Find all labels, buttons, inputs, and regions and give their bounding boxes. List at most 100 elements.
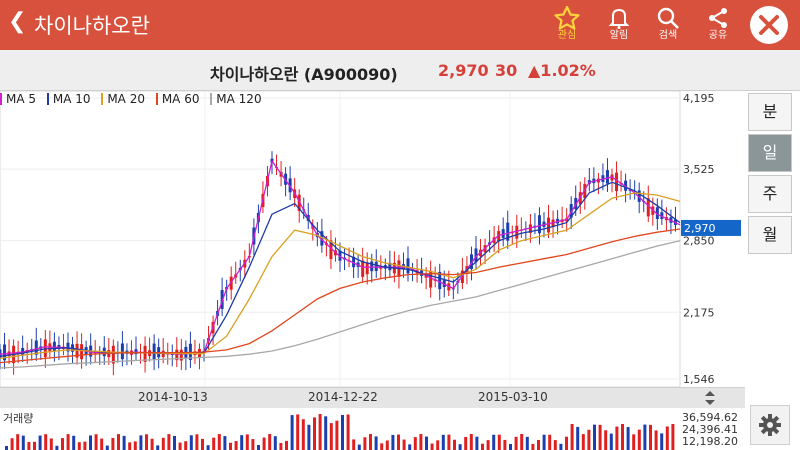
- candle-body: [537, 215, 541, 234]
- volume-bar: [643, 424, 647, 450]
- volume-bar: [346, 414, 350, 450]
- volume-bar: [458, 444, 462, 450]
- volume-bar: [425, 436, 428, 450]
- close-icon: [759, 15, 779, 35]
- share-label: 공유: [708, 30, 728, 41]
- candle-body: [152, 343, 156, 360]
- search-button[interactable]: 검색: [646, 4, 690, 48]
- candle-body: [429, 270, 433, 288]
- volume-bar: [453, 439, 456, 450]
- candle-body: [361, 260, 365, 277]
- volume-bar: [184, 441, 188, 450]
- alarm-button[interactable]: 알림: [597, 4, 641, 48]
- ma-line-ma20: [0, 192, 681, 360]
- volume-bar: [105, 445, 109, 450]
- chart-legend: MA 5 MA 10 MA 20 MA 60 MA 120: [0, 92, 269, 108]
- volume-bar: [189, 435, 193, 450]
- volume-bar: [150, 438, 154, 450]
- volume-bar: [273, 436, 277, 450]
- volume-tick: 24,396.41: [682, 423, 738, 436]
- stock-change-pct: ▲1.02%: [528, 61, 596, 80]
- volume-bar: [89, 435, 92, 450]
- candle-body: [569, 204, 573, 218]
- candle-body: [547, 217, 551, 233]
- volume-bar: [290, 415, 294, 450]
- volume-bar: [671, 424, 675, 450]
- volume-bar: [27, 441, 31, 450]
- candle-body: [469, 254, 473, 270]
- candle-body: [338, 250, 342, 261]
- share-button[interactable]: 공유: [696, 4, 740, 48]
- volume-bar: [66, 434, 70, 450]
- volume-bar: [486, 440, 490, 450]
- period-minute-button[interactable]: 분: [748, 93, 792, 131]
- volume-bar: [329, 423, 333, 450]
- price-chart[interactable]: 4,195 3,525 2,850 2,175 1,546 2,970: [0, 91, 745, 387]
- volume-bar: [201, 438, 204, 450]
- candle-body: [583, 183, 587, 199]
- candle-body: [179, 349, 183, 361]
- volume-bar: [335, 420, 339, 450]
- volume-bar: [178, 442, 182, 450]
- volume-bar: [408, 444, 412, 450]
- search-label: 검색: [658, 30, 678, 41]
- period-week-button[interactable]: 주: [748, 175, 792, 213]
- volume-bar: [122, 435, 126, 450]
- candle-body: [329, 240, 333, 260]
- volume-bar: [621, 424, 624, 450]
- volume-bar: [604, 430, 608, 450]
- y-tick-label: 2,175: [683, 306, 715, 319]
- volume-bar: [133, 441, 137, 450]
- volume-bar: [38, 435, 42, 450]
- period-month-button[interactable]: 월: [748, 216, 792, 254]
- settings-button[interactable]: [750, 405, 790, 445]
- volume-bar: [402, 439, 406, 450]
- volume-tick: 12,198.20: [682, 435, 738, 448]
- legend-ma20: MA 20: [101, 92, 145, 106]
- volume-bar: [626, 427, 630, 450]
- legend-ma5: MA 5: [0, 92, 36, 106]
- volume-bar: [649, 424, 652, 450]
- volume-bar: [492, 434, 496, 450]
- candle-body: [646, 198, 650, 217]
- volume-bar: [161, 437, 165, 450]
- volume-bar: [44, 434, 48, 450]
- volume-bar: [525, 436, 529, 450]
- volume-bar: [559, 443, 563, 450]
- volume-bar: [632, 434, 636, 450]
- volume-bar: [469, 434, 473, 450]
- volume-bar: [145, 434, 148, 450]
- period-day-button[interactable]: 일: [748, 134, 792, 172]
- volume-bar: [609, 433, 613, 450]
- volume-bar: [10, 438, 14, 450]
- volume-bar: [212, 437, 216, 450]
- volume-bar: [229, 442, 232, 450]
- resize-arrows-icon[interactable]: [702, 390, 718, 406]
- chevron-left-icon[interactable]: ❮: [8, 9, 27, 34]
- volume-bar: [548, 434, 552, 450]
- volume-bar: [318, 414, 322, 450]
- volume-chart: [5, 414, 675, 450]
- volume-bar: [251, 439, 255, 450]
- close-button[interactable]: [750, 6, 788, 44]
- volume-bar: [167, 434, 171, 450]
- candle-body: [288, 178, 292, 193]
- volume-bar: [413, 437, 417, 450]
- volume-bar: [637, 429, 641, 450]
- volume-bar: [581, 434, 585, 450]
- favorite-label: 관심: [557, 30, 577, 41]
- candle-body: [605, 170, 609, 184]
- legend-ma120-label: MA 120: [216, 92, 262, 106]
- volume-bar: [5, 446, 8, 450]
- volume-bar: [615, 426, 619, 450]
- volume-bar: [397, 434, 400, 450]
- volume-bar: [173, 435, 176, 450]
- volume-bar: [257, 444, 260, 450]
- volume-bar: [55, 445, 59, 450]
- favorite-button[interactable]: 관심: [545, 4, 589, 48]
- search-icon: [657, 7, 679, 29]
- candle-body: [48, 343, 52, 353]
- candle-body: [406, 258, 410, 274]
- volume-bar: [234, 441, 238, 450]
- candle-body: [506, 222, 510, 241]
